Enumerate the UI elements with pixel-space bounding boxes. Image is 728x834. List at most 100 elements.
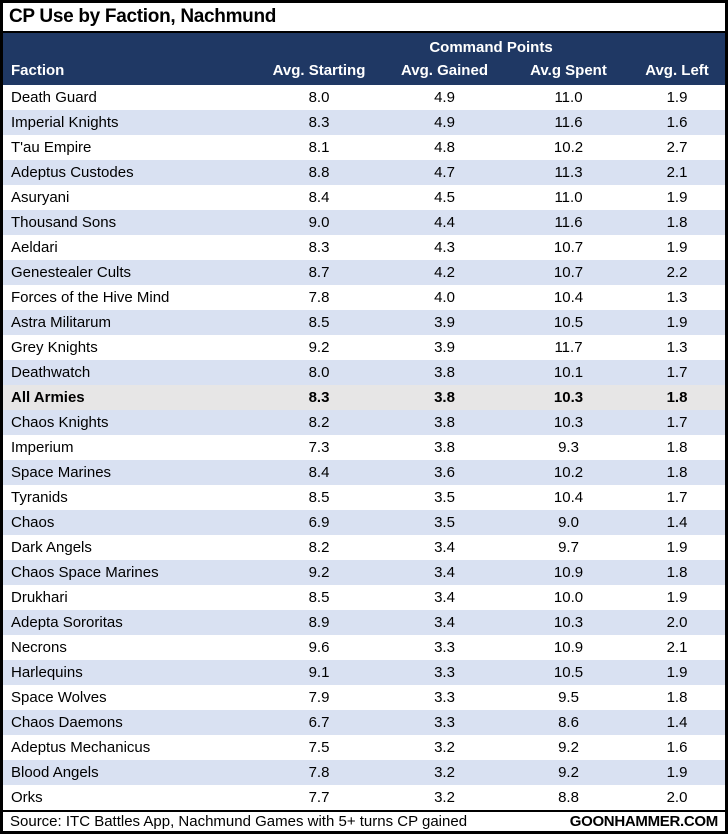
value-cell: 10.0 [553,589,584,606]
value-cell: 10.7 [553,239,584,256]
faction-cell: Asuryani [11,189,70,206]
page-title: CP Use by Faction, Nachmund [3,3,725,33]
value-cell: 9.7 [558,539,579,556]
value-cell: 8.4 [308,464,330,481]
value-cell: 8.0 [308,89,330,106]
faction-cell: Deathwatch [11,364,91,381]
table-row: Chaos Space Marines 9.2 3.4 10.9 1.8 [3,560,725,585]
table-row: Imperial Knights 8.3 4.9 11.6 1.6 [3,110,725,135]
value-cell: 11.6 [554,214,583,231]
table-header: Command Points Faction Avg. Starting Avg… [3,33,725,85]
value-cell: 1.9 [666,589,688,606]
value-cell: 10.4 [553,289,584,306]
faction-cell: Aeldari [11,239,58,256]
value-cell: 8.4 [308,189,330,206]
value-cell: 3.2 [434,764,455,781]
table-row: Chaos 6.9 3.5 9.0 1.4 [3,510,725,535]
value-cell: 9.2 [558,739,579,756]
value-cell: 1.7 [666,489,688,506]
value-cell: 4.9 [434,89,455,106]
faction-cell: All Armies [11,389,85,406]
table-row: Orks 7.7 3.2 8.8 2.0 [3,785,725,810]
column-header-faction: Faction [11,62,65,79]
table-row: Grey Knights 9.2 3.9 11.7 1.3 [3,335,725,360]
value-cell: 11.6 [554,114,583,131]
value-cell: 8.8 [308,164,330,181]
table-row: Chaos Daemons 6.7 3.3 8.6 1.4 [3,710,725,735]
value-cell: 4.0 [434,289,455,306]
value-cell: 8.1 [308,139,330,156]
value-cell: 10.9 [553,639,584,656]
faction-cell: Space Wolves [11,689,107,706]
value-cell: 3.2 [434,739,455,756]
faction-cell: Necrons [11,639,67,656]
value-cell: 3.4 [434,614,455,631]
value-cell: 3.4 [434,589,455,606]
faction-cell: Chaos Knights [11,414,109,431]
value-cell: 3.9 [434,339,455,356]
value-cell: 2.1 [666,164,688,181]
faction-cell: Adeptus Mechanicus [11,739,151,756]
value-cell: 3.8 [434,389,455,406]
value-cell: 9.0 [558,514,579,531]
table-row: Death Guard 8.0 4.9 11.0 1.9 [3,85,725,110]
value-cell: 7.9 [308,689,330,706]
value-cell: 9.1 [308,664,330,681]
value-cell: 1.3 [666,289,688,306]
faction-cell: Chaos Daemons [11,714,123,731]
faction-cell: Adepta Sororitas [11,614,123,631]
table-row: Adeptus Custodes 8.8 4.7 11.3 2.1 [3,160,725,185]
faction-cell: Imperium [11,439,74,456]
value-cell: 10.3 [553,389,584,406]
table-row: All Armies 8.3 3.8 10.3 1.8 [3,385,725,410]
value-cell: 11.0 [554,89,583,106]
faction-cell: Thousand Sons [11,214,117,231]
value-cell: 4.4 [434,214,455,231]
table-row: Imperium 7.3 3.8 9.3 1.8 [3,435,725,460]
table-row: Thousand Sons 9.0 4.4 11.6 1.8 [3,210,725,235]
value-cell: 3.3 [434,639,455,656]
group-header-row: Command Points [3,33,725,56]
column-header-row: Faction Avg. Starting Avg. Gained Av.g S… [3,56,725,85]
table-row: Deathwatch 8.0 3.8 10.1 1.7 [3,360,725,385]
value-cell: 1.3 [666,339,688,356]
value-cell: 1.9 [666,764,688,781]
value-cell: 3.8 [434,414,455,431]
value-cell: 9.0 [308,214,330,231]
value-cell: 3.6 [434,464,455,481]
faction-cell: Forces of the Hive Mind [11,289,170,306]
value-cell: 3.5 [434,489,455,506]
value-cell: 8.7 [308,264,330,281]
value-cell: 10.3 [553,614,584,631]
table-row: Necrons 9.6 3.3 10.9 2.1 [3,635,725,660]
value-cell: 1.6 [666,114,688,131]
value-cell: 11.0 [554,189,583,206]
value-cell: 1.8 [666,439,688,456]
value-cell: 1.8 [666,214,688,231]
value-cell: 2.2 [666,264,688,281]
value-cell: 4.7 [434,164,455,181]
table-row: Asuryani 8.4 4.5 11.0 1.9 [3,185,725,210]
value-cell: 10.2 [553,139,584,156]
value-cell: 1.9 [666,89,688,106]
table-row: Harlequins 9.1 3.3 10.5 1.9 [3,660,725,685]
table-row: Drukhari 8.5 3.4 10.0 1.9 [3,585,725,610]
table-row: Aeldari 8.3 4.3 10.7 1.9 [3,235,725,260]
value-cell: 3.9 [434,314,455,331]
value-cell: 11.3 [554,164,583,181]
faction-cell: Chaos [11,514,55,531]
faction-cell: Imperial Knights [11,114,119,131]
value-cell: 3.3 [434,714,455,731]
value-cell: 2.7 [666,139,688,156]
table-row: Genestealer Cults 8.7 4.2 10.7 2.2 [3,260,725,285]
value-cell: 10.5 [553,664,584,681]
table-row: Space Wolves 7.9 3.3 9.5 1.8 [3,685,725,710]
value-cell: 8.2 [308,539,330,556]
column-header-avg-gained: Avg. Gained [401,62,488,79]
table-row: Blood Angels 7.8 3.2 9.2 1.9 [3,760,725,785]
value-cell: 8.6 [558,714,579,731]
table-row: Adeptus Mechanicus 7.5 3.2 9.2 1.6 [3,735,725,760]
value-cell: 7.8 [308,764,330,781]
value-cell: 9.2 [558,764,579,781]
value-cell: 3.4 [434,539,455,556]
